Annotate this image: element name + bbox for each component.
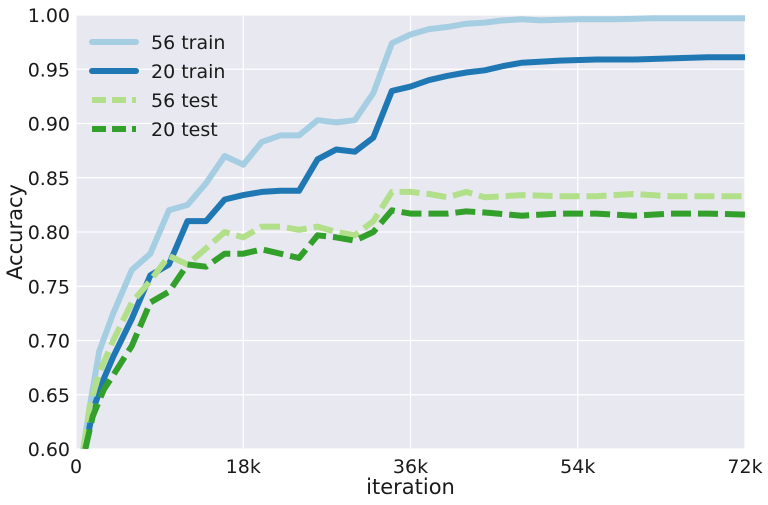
y-tick-label: 0.65 bbox=[28, 385, 70, 407]
series-lines bbox=[80, 15, 745, 449]
x-axis-ticks: 0 18k 36k 54k 72k bbox=[70, 456, 763, 478]
legend-label: 56 train bbox=[151, 32, 225, 54]
legend-label: 20 train bbox=[151, 61, 225, 83]
series-line-56-train bbox=[80, 15, 745, 449]
x-tick-label: 54k bbox=[560, 456, 595, 478]
y-axis-title: Accuracy bbox=[3, 184, 27, 280]
x-tick-label: 36k bbox=[393, 456, 428, 478]
y-tick-label: 0.60 bbox=[28, 439, 70, 461]
legend-label: 20 test bbox=[151, 119, 218, 141]
x-tick-label: 18k bbox=[226, 456, 261, 478]
x-axis-title: iteration bbox=[366, 475, 455, 499]
y-tick-label: 0.85 bbox=[28, 168, 70, 190]
grid-lines bbox=[75, 14, 746, 450]
y-tick-label: 0.80 bbox=[28, 222, 70, 244]
series-line-20-test bbox=[82, 207, 745, 449]
x-tick-label: 72k bbox=[727, 456, 762, 478]
y-axis-ticks: 0.60 0.65 0.70 0.75 0.80 0.85 0.90 0.95 1.00 bbox=[28, 5, 70, 461]
legend: 56 train 20 train 56 test 20 test bbox=[89, 32, 225, 141]
y-tick-label: 0.70 bbox=[28, 331, 70, 353]
x-tick-label: 0 bbox=[70, 456, 82, 478]
y-tick-label: 0.90 bbox=[28, 114, 70, 136]
y-tick-label: 0.95 bbox=[28, 59, 70, 81]
legend-label: 56 test bbox=[151, 90, 218, 112]
y-tick-label: 0.75 bbox=[28, 276, 70, 298]
y-tick-label: 1.00 bbox=[28, 5, 70, 27]
